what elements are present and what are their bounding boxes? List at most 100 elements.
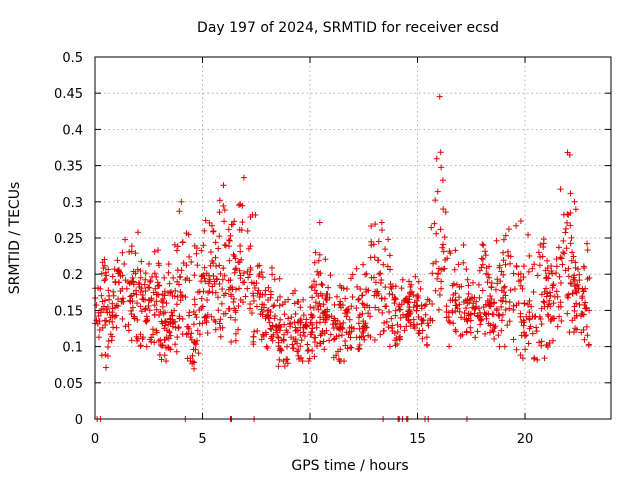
data-point xyxy=(546,297,553,304)
data-point xyxy=(232,316,239,323)
data-point xyxy=(553,288,560,295)
data-point xyxy=(399,311,406,318)
data-point xyxy=(550,281,557,288)
data-point xyxy=(405,299,412,306)
data-point xyxy=(507,253,514,260)
data-point xyxy=(250,297,257,304)
data-point xyxy=(258,269,265,276)
data-point xyxy=(434,188,441,195)
data-point xyxy=(318,280,325,287)
data-point xyxy=(237,296,244,303)
data-point xyxy=(227,314,234,321)
data-point xyxy=(187,334,194,341)
data-point xyxy=(142,270,149,277)
data-point xyxy=(127,293,134,300)
data-point xyxy=(198,247,205,254)
data-point xyxy=(517,218,524,225)
data-point xyxy=(486,263,493,270)
data-point xyxy=(156,282,163,289)
data-point xyxy=(268,264,275,271)
data-point xyxy=(112,279,119,286)
data-point xyxy=(271,302,278,309)
data-point xyxy=(109,318,116,325)
data-point xyxy=(316,219,323,226)
data-point xyxy=(225,305,232,312)
data-point xyxy=(433,155,440,162)
data-point xyxy=(479,241,486,248)
data-point xyxy=(256,294,263,301)
x-tick-label: 10 xyxy=(302,432,319,447)
data-point xyxy=(346,316,353,323)
data-point xyxy=(333,333,340,340)
data-point xyxy=(446,343,453,350)
data-point xyxy=(172,287,179,294)
data-point xyxy=(447,297,454,304)
data-point xyxy=(376,271,383,278)
data-point xyxy=(151,302,158,309)
data-point xyxy=(566,329,573,336)
data-point xyxy=(573,312,580,319)
data-point xyxy=(456,308,463,315)
data-point xyxy=(247,266,254,273)
data-point xyxy=(191,296,198,303)
data-point xyxy=(112,304,119,311)
data-point xyxy=(236,258,243,265)
data-point xyxy=(496,343,503,350)
data-point xyxy=(579,311,586,318)
data-point xyxy=(206,219,213,226)
data-point xyxy=(317,303,324,310)
data-point xyxy=(119,315,126,322)
data-point xyxy=(237,248,244,255)
data-point xyxy=(360,261,367,268)
data-point xyxy=(142,287,149,294)
data-point xyxy=(115,303,122,310)
data-point xyxy=(199,320,206,327)
data-point xyxy=(338,332,345,339)
data-point xyxy=(496,262,503,269)
data-point xyxy=(378,219,385,226)
data-point xyxy=(308,329,315,336)
data-point xyxy=(255,287,262,294)
data-point xyxy=(165,321,172,328)
data-point xyxy=(176,208,183,215)
data-point xyxy=(275,334,282,341)
data-point xyxy=(545,301,552,308)
data-point xyxy=(232,266,239,273)
data-point xyxy=(145,284,152,291)
data-point xyxy=(263,343,270,350)
data-point xyxy=(417,285,424,292)
data-point xyxy=(522,346,529,353)
data-point xyxy=(343,307,350,314)
data-point xyxy=(171,293,178,300)
data-point xyxy=(315,257,322,264)
data-point xyxy=(567,240,574,247)
data-point xyxy=(482,252,489,259)
data-point xyxy=(403,314,410,321)
data-point xyxy=(229,221,236,228)
data-point xyxy=(216,197,223,204)
data-point xyxy=(214,275,221,282)
data-point xyxy=(313,281,320,288)
data-point xyxy=(336,320,343,327)
data-point xyxy=(250,333,257,340)
data-point xyxy=(510,270,517,277)
data-point xyxy=(154,291,161,298)
data-point xyxy=(459,331,466,338)
data-point xyxy=(186,309,193,316)
data-point xyxy=(215,245,222,252)
data-point xyxy=(178,198,185,205)
data-point xyxy=(571,272,578,279)
data-point xyxy=(401,327,408,334)
data-point xyxy=(315,271,322,278)
data-point xyxy=(122,277,129,284)
data-point xyxy=(585,341,592,348)
data-point xyxy=(333,352,340,359)
data-point xyxy=(557,303,564,310)
data-point xyxy=(177,289,184,296)
data-point xyxy=(391,300,398,307)
data-point xyxy=(495,332,502,339)
data-point xyxy=(499,317,506,324)
data-point xyxy=(265,307,272,314)
data-point xyxy=(137,331,144,338)
data-point xyxy=(458,314,465,321)
